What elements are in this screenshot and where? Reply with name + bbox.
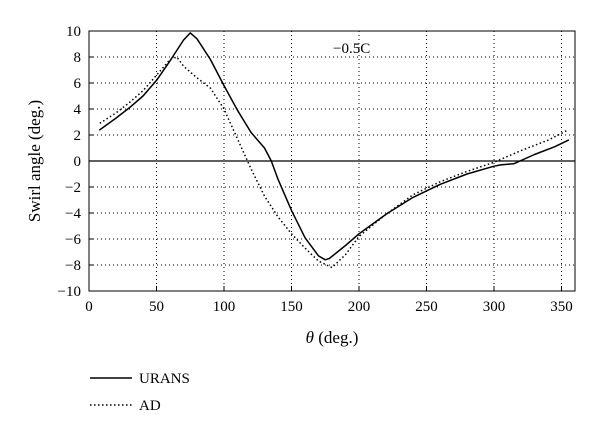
y-tick-label: 10 — [66, 24, 81, 40]
legend: URANS AD — [90, 371, 190, 414]
y-tick-label: 6 — [74, 76, 82, 92]
legend-label-ad: AD — [139, 398, 161, 414]
x-tick-label: 100 — [213, 299, 236, 315]
series-line-urans — [99, 32, 570, 261]
y-tick-label: 4 — [74, 102, 82, 118]
x-tick-label: 250 — [415, 299, 438, 315]
axis-ticks — [88, 30, 562, 292]
series-line-ad — [99, 56, 569, 269]
y-tick-label: −8 — [65, 258, 81, 274]
y-axis-title: Swirl angle (deg.) — [25, 100, 44, 222]
legend-label-urans: URANS — [139, 371, 190, 387]
y-tick-label: 8 — [74, 50, 82, 66]
x-tick-label: 150 — [280, 299, 303, 315]
x-tick-label: 0 — [85, 299, 93, 315]
x-axis-title: θ (deg.) — [306, 328, 359, 347]
y-tick-label: 0 — [74, 154, 82, 170]
x-tick-label: 300 — [483, 299, 506, 315]
y-tick-labels: −10 −8 −6 −4 −2 0 2 4 6 8 10 — [58, 24, 82, 300]
plot-annotation: −0.5C — [333, 41, 370, 57]
x-axis-symbol: θ — [306, 328, 314, 347]
x-tick-label: 350 — [550, 299, 573, 315]
y-tick-label: −2 — [65, 180, 81, 196]
x-tick-label: 50 — [149, 299, 164, 315]
x-axis-unit: (deg.) — [314, 328, 358, 347]
y-tick-label: −6 — [65, 232, 81, 248]
grid — [89, 31, 575, 291]
y-tick-label: 2 — [74, 128, 82, 144]
y-tick-label: −10 — [58, 284, 81, 300]
y-tick-label: −4 — [65, 206, 81, 222]
series-lines — [99, 32, 570, 269]
x-tick-label: 200 — [348, 299, 371, 315]
x-tick-labels: 0 50 100 150 200 250 300 350 — [85, 299, 573, 315]
